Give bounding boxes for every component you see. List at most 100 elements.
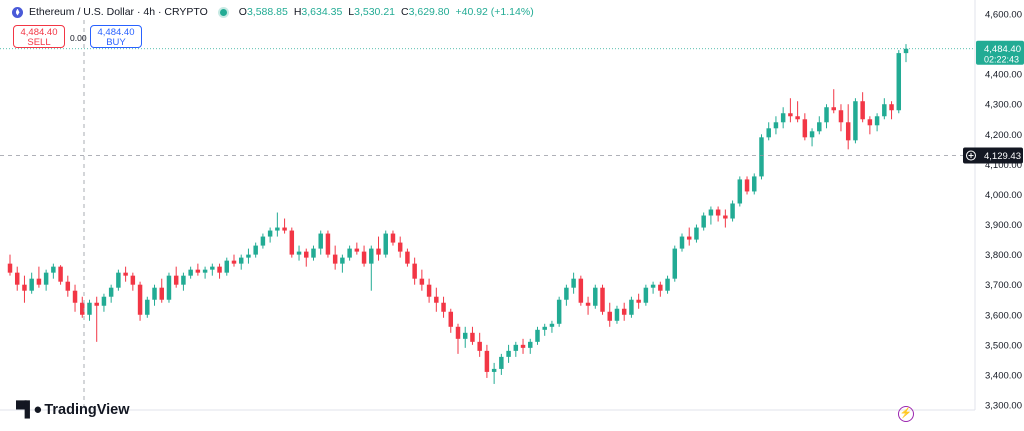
candle-down [354, 248, 360, 252]
candle-up [462, 332, 468, 339]
candle-down [94, 302, 99, 306]
candle-down [477, 341, 482, 351]
candle-down [455, 326, 461, 339]
lightning-icon[interactable]: ⚡ [898, 406, 914, 422]
candle-down [838, 110, 844, 123]
candle-down [600, 287, 605, 312]
candle-down [195, 269, 201, 273]
candle-up [202, 269, 208, 273]
candle-down [376, 248, 381, 255]
candle-down [520, 344, 526, 348]
y-tick-label: 4,100.00 [985, 160, 1022, 171]
candle-up [383, 233, 388, 255]
plus-circle-icon [966, 150, 976, 161]
sell-label: SELL [27, 37, 51, 48]
candle-up [499, 356, 504, 369]
candle-down [788, 113, 793, 117]
candle-up [542, 326, 547, 330]
candle-up [882, 104, 887, 117]
buy-button[interactable]: 4,484.40 BUY [90, 25, 142, 48]
chart-legend: Ethereum / U.S. Dollar · 4h · CRYPTO O3,… [12, 6, 534, 18]
candle-up [506, 350, 511, 357]
candle-up [665, 278, 670, 291]
candle-up [166, 275, 172, 300]
candle-up [210, 266, 215, 270]
candle-up [679, 236, 685, 249]
candle-up [152, 287, 157, 300]
candle-down [65, 281, 71, 291]
candle-down [636, 299, 641, 303]
sell-button[interactable]: 4,484.40 SELL [13, 25, 65, 48]
candle-down [217, 266, 222, 273]
candle-down [304, 251, 309, 258]
crosshair-price-tag [963, 147, 1023, 164]
candle-up [87, 302, 92, 315]
candle-up [491, 368, 497, 372]
candle-up [874, 116, 880, 126]
candle-up [108, 287, 114, 297]
y-tick-label: 3,700.00 [985, 280, 1022, 291]
candle-down [80, 302, 85, 315]
candle-down [22, 284, 27, 291]
candle-up [853, 101, 858, 141]
candle-up [564, 287, 569, 300]
candle-up [593, 287, 598, 306]
candle-up [101, 296, 107, 306]
symbol-title[interactable]: Ethereum / U.S. Dollar · 4h · CRYPTO [29, 6, 208, 18]
candle-down [282, 227, 287, 231]
y-tick-label: 3,500.00 [985, 340, 1022, 351]
candle-up [275, 227, 280, 231]
candle-up [701, 215, 706, 228]
y-tick-label: 4,600.00 [985, 10, 1022, 21]
candle-up [513, 344, 519, 351]
candle-down [412, 263, 417, 279]
ethereum-icon [12, 6, 23, 18]
candle-down [860, 101, 865, 120]
y-tick-label: 4,200.00 [985, 130, 1022, 141]
candle-down [14, 272, 20, 285]
candle-down [289, 230, 295, 255]
candle-up [629, 299, 634, 315]
crosshair-price-value: 4,129.43 [984, 151, 1021, 162]
y-tick-label: 3,600.00 [985, 310, 1022, 321]
candle-down [173, 275, 179, 285]
candle-down [7, 263, 13, 273]
buy-label: BUY [106, 37, 126, 48]
candle-up [780, 113, 786, 123]
candle-up [903, 48, 909, 54]
candle-down [397, 242, 403, 252]
candle-down [744, 179, 750, 192]
candle-up [260, 236, 266, 246]
candle-down [621, 308, 627, 315]
candle-down [405, 251, 410, 264]
candle-up [571, 278, 576, 288]
candle-up [43, 272, 49, 285]
candle-up [549, 323, 555, 327]
candle-up [896, 53, 902, 111]
candle-down [36, 278, 42, 285]
tradingview-brand[interactable]: ▀▌● TradingView [16, 401, 129, 418]
candle-down [419, 278, 425, 285]
candle-down [332, 254, 338, 264]
candle-up [340, 257, 345, 264]
y-tick-label: 4,300.00 [985, 100, 1022, 111]
buy-price: 4,484.40 [97, 27, 135, 38]
candle-up [766, 128, 771, 138]
candle-up [556, 299, 562, 324]
y-tick-label: 4,000.00 [985, 190, 1022, 201]
candle-up [29, 278, 34, 291]
candle-down [484, 350, 490, 372]
tradingview-logo-icon: ▀▌● [16, 401, 42, 418]
candle-up [347, 248, 352, 258]
candle-up [730, 203, 735, 219]
price-change: +40.92 (+1.14%) [455, 6, 534, 18]
ohlc-low: L3,530.21 [348, 6, 395, 18]
candle-down [448, 311, 454, 327]
candle-down [607, 311, 612, 321]
sell-price: 4,484.40 [20, 27, 58, 38]
brand-name: TradingView [44, 401, 130, 418]
candle-up [672, 248, 678, 279]
candle-up [535, 329, 540, 342]
candle-up [708, 209, 714, 216]
